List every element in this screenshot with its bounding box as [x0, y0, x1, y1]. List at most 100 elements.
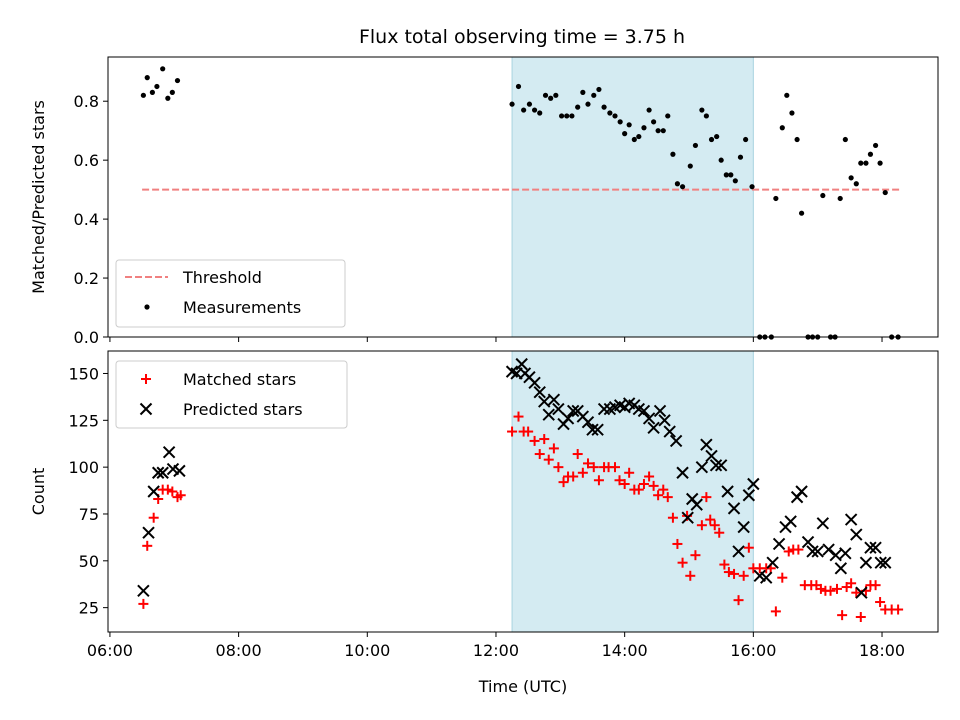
- predicted-star-point: [874, 556, 887, 569]
- x-tick-label: 10:00: [344, 641, 390, 660]
- measurement-point: [569, 113, 575, 119]
- legend-measurements-label: Measurements: [183, 298, 301, 317]
- predicted-star-point: [538, 395, 551, 408]
- predicted-star-point: [737, 520, 750, 534]
- y-tick-label: 0.4: [74, 210, 99, 229]
- legend-x-marker: [139, 402, 153, 416]
- matched-star-point: [593, 475, 604, 486]
- predicted-star-point: [822, 543, 835, 556]
- measurement-point: [526, 101, 533, 107]
- measurement-point: [626, 122, 632, 128]
- matched-star-point: [846, 578, 857, 589]
- measurement-point: [877, 160, 883, 166]
- legend-predicted-swatch: [139, 402, 153, 416]
- matched-star-point: [523, 426, 534, 437]
- measurement-point: [169, 89, 175, 95]
- measurement-point: [617, 119, 623, 125]
- legend-matched-label: Matched stars: [183, 370, 296, 389]
- measurement-point: [631, 136, 637, 143]
- measurement-point: [789, 110, 795, 116]
- measurement-point: [798, 210, 805, 216]
- matched-star-point: [507, 426, 518, 437]
- predicted-star-point: [859, 556, 873, 569]
- measurement-point: [144, 75, 150, 81]
- predicted-star-point: [515, 357, 528, 371]
- y-tick-label: 0.2: [74, 269, 99, 288]
- chart-title: Flux total observing time = 3.75 h: [359, 26, 685, 48]
- matched-star-point: [719, 559, 730, 570]
- measurement-point: [646, 107, 652, 113]
- predicted-star-point: [566, 404, 580, 418]
- top-legend-box: [115, 259, 346, 328]
- predicted-star-point: [586, 423, 599, 436]
- measurement-point: [743, 136, 749, 143]
- predicted-star-point: [173, 464, 186, 478]
- measurement-point: [882, 189, 888, 196]
- predicted-star-point: [850, 528, 863, 541]
- y-tick-label: 75: [79, 505, 99, 524]
- matched-star-point: [696, 520, 707, 531]
- measurement-point: [728, 172, 734, 178]
- measurement-point: [737, 154, 744, 160]
- measurement-point: [585, 101, 591, 107]
- predicted-stars-group: [137, 357, 892, 599]
- predicted-star-point: [766, 556, 779, 569]
- predicted-star-point: [581, 415, 595, 429]
- predicted-star-point: [591, 423, 604, 436]
- measurement-point: [575, 104, 581, 110]
- predicted-star-point: [142, 526, 155, 539]
- measurement-point: [714, 133, 720, 140]
- measurement-point: [858, 160, 864, 166]
- predicted-star-point: [784, 515, 797, 528]
- measurement-point: [820, 192, 826, 199]
- measurement-point: [679, 184, 686, 190]
- matched-star-point: [633, 484, 644, 495]
- measurement-point: [521, 107, 527, 113]
- measurement-point: [699, 107, 705, 113]
- measurement-point: [160, 66, 166, 72]
- matched-star-point: [815, 583, 826, 594]
- y-tick-label: 0.6: [74, 151, 99, 170]
- measurement-point: [867, 151, 874, 157]
- matched-star-point: [825, 585, 836, 596]
- predicted-star-point: [709, 459, 723, 472]
- predicted-star-point: [811, 545, 824, 558]
- y-tick-label: 0.8: [74, 92, 99, 111]
- predicted-star-point: [705, 449, 718, 463]
- measurement-point: [732, 178, 738, 184]
- matched-star-point: [658, 484, 669, 495]
- predicted-star-point: [732, 545, 745, 558]
- measurement-point: [779, 125, 785, 131]
- predicted-star-point: [834, 562, 848, 575]
- measurement-point: [140, 92, 146, 98]
- x-tick-label: 16:00: [730, 641, 776, 660]
- measurements-group: [140, 66, 901, 340]
- matched-star-point: [539, 434, 550, 445]
- measurement-point: [723, 172, 729, 178]
- x-tick-label: 12:00: [473, 641, 519, 660]
- matched-star-point: [783, 546, 794, 557]
- matched-star-point: [529, 435, 540, 446]
- predicted-star-point: [542, 408, 555, 421]
- matched-star-point: [142, 540, 153, 551]
- predicted-star-point: [658, 414, 671, 427]
- predicted-star-point: [714, 459, 728, 472]
- predicted-star-point: [653, 404, 667, 418]
- predicted-star-point: [869, 541, 882, 554]
- measurement-point: [174, 77, 181, 84]
- measurement-point: [674, 181, 681, 187]
- matched-star-point: [614, 475, 625, 486]
- top-observing-window-shade: [511, 56, 754, 338]
- predicted-star-point: [597, 402, 611, 416]
- matched-star-point: [777, 572, 788, 583]
- predicted-star-point: [772, 537, 786, 551]
- predicted-star-point: [801, 535, 815, 549]
- y-tick-label: 125: [68, 411, 99, 430]
- matched-star-point: [568, 471, 579, 482]
- legend-measurements-swatch: [144, 304, 150, 310]
- matched-star-point: [644, 471, 655, 482]
- matched-star-point: [610, 462, 621, 473]
- matched-stars-group: [138, 411, 904, 623]
- matched-star-point: [638, 479, 649, 490]
